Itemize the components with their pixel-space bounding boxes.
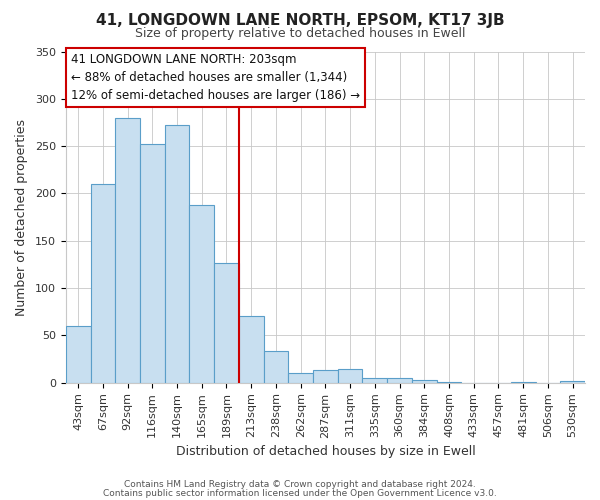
Bar [362, 378, 387, 382]
Y-axis label: Number of detached properties: Number of detached properties [15, 118, 28, 316]
Bar [263, 350, 289, 382]
Text: 41, LONGDOWN LANE NORTH, EPSOM, KT17 3JB: 41, LONGDOWN LANE NORTH, EPSOM, KT17 3JB [95, 12, 505, 28]
Text: Size of property relative to detached houses in Ewell: Size of property relative to detached ho… [135, 28, 465, 40]
Bar [412, 380, 437, 382]
Bar [313, 370, 338, 382]
Bar [91, 184, 115, 382]
Bar [214, 264, 239, 382]
Bar [289, 373, 313, 382]
X-axis label: Distribution of detached houses by size in Ewell: Distribution of detached houses by size … [176, 444, 475, 458]
Bar [164, 126, 190, 382]
Bar [239, 316, 263, 382]
Bar [66, 326, 91, 382]
Bar [387, 378, 412, 382]
Bar [560, 381, 585, 382]
Bar [115, 118, 140, 382]
Text: Contains HM Land Registry data © Crown copyright and database right 2024.: Contains HM Land Registry data © Crown c… [124, 480, 476, 489]
Bar [190, 205, 214, 382]
Text: Contains public sector information licensed under the Open Government Licence v3: Contains public sector information licen… [103, 488, 497, 498]
Bar [338, 368, 362, 382]
Text: 41 LONGDOWN LANE NORTH: 203sqm
← 88% of detached houses are smaller (1,344)
12% : 41 LONGDOWN LANE NORTH: 203sqm ← 88% of … [71, 53, 360, 102]
Bar [140, 144, 164, 382]
